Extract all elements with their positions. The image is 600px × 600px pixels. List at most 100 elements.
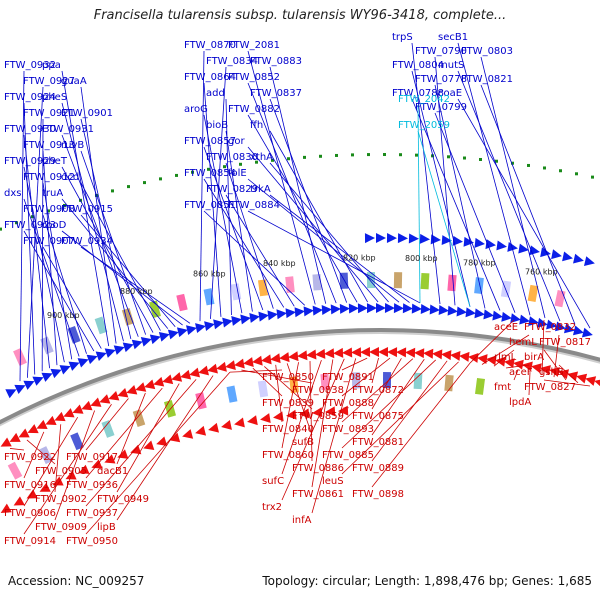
- forward-gene-label-leader: [269, 66, 327, 304]
- reverse-gene-arrow: [567, 371, 579, 382]
- forward-gene-label: dxs: [4, 188, 21, 199]
- reverse-gene-label: FTW_0917: [66, 452, 118, 463]
- reverse-gene-label-leader: [341, 361, 459, 475]
- reverse-gene-label-leader: [371, 358, 402, 410]
- tick-dot: [0, 227, 2, 231]
- forward-gene-arrow: [330, 304, 341, 315]
- forward-gene-label-leader: [411, 42, 441, 305]
- feature-layer: [0, 232, 600, 513]
- forward-gene-label: FTW_0923: [4, 220, 56, 231]
- reverse-gene-label-leader: [264, 366, 313, 410]
- reverse-gene-arrow: [91, 459, 103, 469]
- gc-content-block: [312, 273, 322, 291]
- reverse-gene-label-leader: [371, 360, 448, 462]
- forward-gene-label: FTW_0790: [415, 46, 467, 57]
- tick-dot: [575, 172, 578, 176]
- kbp-tick-label: 840 kbp: [263, 259, 296, 268]
- forward-gene-label: FTW_0804: [392, 60, 444, 71]
- reverse-gene-arrow: [9, 432, 21, 442]
- reverse-gene-label: sufC: [262, 476, 284, 487]
- forward-gene-arrow: [429, 304, 440, 315]
- forward-gene-arrow: [519, 314, 530, 325]
- forward-gene-label: FTW_0854: [184, 168, 236, 179]
- forward-gene-arrow: [384, 303, 395, 313]
- reverse-gene-arrow: [216, 361, 227, 372]
- reverse-gene-label: hemL: [509, 337, 537, 348]
- forward-gene-label-leader: [247, 114, 358, 303]
- reverse-gene-label-leader: [116, 383, 180, 493]
- gc-skew-block: [413, 372, 423, 390]
- reverse-gene-label: birA: [524, 352, 544, 363]
- forward-gene-arrow: [583, 256, 595, 266]
- forward-gene-label: add: [206, 88, 225, 99]
- gc-content-block: [420, 272, 430, 290]
- reverse-gene-label: gshB: [539, 367, 564, 378]
- reverse-gene-label: FTW_0898: [352, 489, 404, 500]
- reverse-gene-arrow: [108, 391, 120, 401]
- reverse-gene-label: FTW_0839: [262, 398, 314, 409]
- forward-gene-arrow: [59, 365, 71, 375]
- reverse-gene-arrow: [594, 379, 600, 387]
- forward-gene-label-leader: [61, 230, 183, 326]
- reverse-gene-label-leader: [543, 349, 567, 381]
- forward-gene-arrow: [77, 358, 89, 368]
- forward-gene-arrow: [276, 309, 287, 320]
- reverse-gene-label-leader: [116, 392, 146, 465]
- forward-gene-label-leader: [411, 98, 501, 311]
- tick-dot: [111, 189, 114, 193]
- forward-gene-arrow: [501, 311, 512, 322]
- reverse-gene-arrow: [378, 347, 389, 358]
- reverse-gene-arrow: [234, 358, 245, 369]
- reverse-gene-label-leader: [54, 424, 62, 493]
- forward-gene-label: FTW_0803: [461, 46, 513, 57]
- backbone-ring-layer: [0, 153, 600, 427]
- forward-gene-arrow: [222, 317, 233, 328]
- forward-gene-arrow: [366, 303, 377, 314]
- forward-gene-arrow: [492, 310, 503, 321]
- reverse-gene-label: FTW_0936: [66, 480, 118, 491]
- kbp-tick-label: 800 kbp: [405, 254, 438, 263]
- reverse-gene-arrow: [221, 420, 232, 430]
- forward-gene-label-leader: [434, 84, 486, 309]
- forward-gene-label: ffh: [250, 120, 263, 131]
- forward-gene-arrow: [23, 380, 35, 390]
- forward-gene-arrow: [485, 239, 496, 250]
- forward-gene-label-leader: [41, 118, 44, 372]
- rna-gene-label: FTW_2059: [398, 120, 450, 131]
- rna-gene-label-leader: [417, 130, 471, 307]
- reverse-gene-label: FTW_0949: [97, 494, 149, 505]
- kbp-tick-label: 860 kbp: [193, 270, 226, 279]
- forward-gene-label: FTW_0912: [23, 172, 75, 183]
- reverse-gene-label: sufB: [292, 437, 314, 448]
- tick-dot: [495, 159, 498, 163]
- forward-gene-label: dcd: [61, 172, 79, 183]
- reverse-gene-label-leader: [23, 431, 45, 479]
- reverse-gene-label: lipB: [97, 522, 116, 533]
- forward-gene-label-leader: [61, 198, 169, 329]
- reverse-gene-label: fmt: [494, 382, 511, 393]
- gc-skew-block: [320, 373, 330, 391]
- forward-gene-label-leader: [23, 230, 95, 352]
- forward-gene-arrow: [122, 342, 134, 353]
- forward-gene-arrow: [518, 243, 529, 254]
- forward-gene-label-leader: [247, 210, 421, 304]
- map-title: Francisella tularensis subsp. tularensis…: [93, 8, 507, 23]
- forward-gene-label: FTW_2081: [228, 40, 280, 51]
- forward-gene-arrow: [285, 308, 296, 319]
- reverse-gene-arrow: [243, 357, 254, 367]
- forward-gene-label: FTW_0870: [184, 40, 236, 51]
- reverse-gene-arrow: [90, 397, 102, 407]
- forward-gene-arrow: [149, 334, 161, 345]
- forward-gene-label-leader: [247, 178, 400, 303]
- reverse-gene-label-leader: [341, 358, 414, 423]
- reverse-gene-arrow: [247, 415, 258, 426]
- reverse-gene-label-leader: [9, 448, 25, 451]
- reverse-gene-arrow: [189, 367, 201, 378]
- forward-gene-label-leader: [42, 150, 58, 366]
- reverse-gene-label: leuS: [322, 476, 344, 487]
- forward-gene-label-leader: [23, 134, 50, 369]
- tick-dot: [511, 161, 514, 165]
- reverse-gene-arrow: [477, 354, 488, 365]
- forward-gene-label-leader: [247, 82, 337, 304]
